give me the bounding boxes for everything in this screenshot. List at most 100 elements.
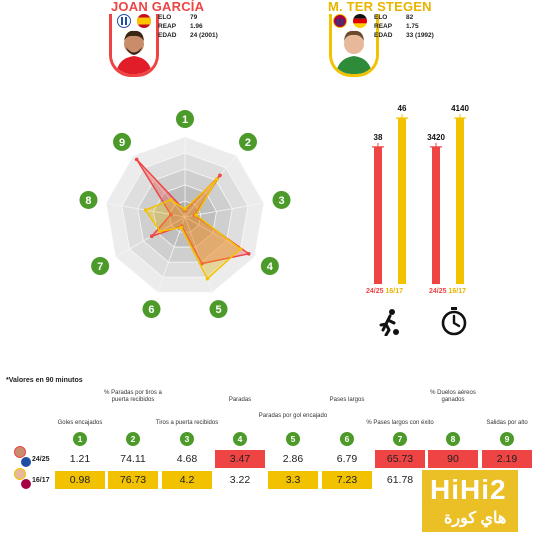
radar-axis-label-6: 6 [142, 300, 161, 319]
table-cell-1617-6: 7.23 [322, 471, 372, 489]
column-header-7: % Pases largos con éxito [366, 420, 434, 426]
table-cell-1617-4: 3.22 [229, 474, 251, 486]
player1-name: JOAN GARCÍA [111, 0, 205, 14]
edad-label: EDAD [158, 32, 177, 39]
svg-text:9: 9 [119, 137, 125, 149]
table-cell-1617-3: 4.2 [162, 471, 212, 489]
running-player-icon [376, 308, 402, 341]
watermark-line1: HiHi2 [430, 474, 507, 505]
row-label-2425: 24/25 [32, 456, 50, 463]
radar-point [149, 234, 154, 238]
reap-label: REAP [374, 23, 393, 30]
radar-axis-label-4: 4 [260, 257, 279, 275]
season-labels-matches: 24/25 16/17 [366, 288, 403, 295]
svg-text:8: 8 [85, 195, 91, 207]
bar-2-1 [432, 146, 440, 284]
table-cell-2425-6: 6.79 [336, 453, 358, 465]
radar-point [200, 261, 204, 266]
column-header-8: % Duelos aéreos ganados [430, 390, 476, 403]
column-header-3: Tiros a puerta recibidos [155, 420, 219, 426]
player1-stats: ELO 79 REAP 1.96 EDAD 24 (2001) [158, 13, 218, 40]
radar-point [168, 198, 173, 202]
radar-point [134, 157, 139, 162]
radar-axis-label-7: 7 [91, 257, 110, 275]
radar-point [238, 247, 243, 251]
table-cell-1617-2: 76.73 [108, 471, 158, 489]
elo-label: ELO [374, 14, 388, 21]
player1-edad: 24 (2001) [190, 32, 218, 39]
radar-series-2 [144, 178, 242, 280]
radar-point [205, 276, 210, 281]
svg-text:1: 1 [182, 114, 188, 126]
stopwatch-icon [440, 306, 468, 341]
column-number-9: 9 [500, 432, 514, 446]
column-header-9: Salidas por alto [486, 420, 528, 426]
table-cell-1617-1: 0.98 [55, 471, 105, 489]
player2-reap: 1.75 [406, 23, 419, 30]
svg-text:3: 3 [278, 195, 284, 207]
germany-flag-icon [353, 14, 367, 28]
row-label-1617: 16/17 [32, 477, 50, 484]
table-cell-2425-1: 1.21 [69, 453, 91, 465]
table-cell-2425-8: 90 [428, 450, 478, 468]
player2-edad: 33 (1992) [406, 32, 434, 39]
row2-crest-icon [20, 478, 32, 490]
bar-value-label: 38 [374, 133, 383, 142]
table-cell-2425-3: 4.68 [176, 453, 198, 465]
column-header-4: Paradas [228, 397, 252, 403]
edad-label: EDAD [374, 32, 393, 39]
watermark-line2: هاي كورة [444, 510, 507, 527]
season-p1-label: 24/25 [366, 288, 384, 295]
column-number-7: 7 [393, 432, 407, 446]
table-cell-2425-4: 3.47 [215, 450, 265, 468]
elo-label: ELO [158, 14, 172, 21]
table-cell-1617-7: 61.78 [386, 474, 414, 486]
column-number-3: 3 [180, 432, 194, 446]
radar-point [194, 213, 198, 217]
column-number-5: 5 [286, 432, 300, 446]
column-number-4: 4 [233, 432, 247, 446]
player2-stats: ELO 82 REAP 1.75 EDAD 33 (1992) [374, 13, 434, 40]
svg-text:4: 4 [267, 261, 274, 273]
table-cell-2425-7: 65.73 [375, 450, 425, 468]
column-number-8: 8 [446, 432, 460, 446]
column-number-6: 6 [340, 432, 354, 446]
row1-avatar-icon [14, 446, 26, 458]
season-p2-label: 16/17 [448, 288, 467, 295]
radar-axis-label-5: 5 [209, 300, 228, 319]
radar-spoke [157, 216, 186, 293]
season-labels-minutes: 24/25 16/17 [429, 288, 466, 295]
table-cell-2425-2: 74.11 [120, 453, 146, 465]
bar-2-2 [456, 118, 464, 284]
column-header-6: Pases largos [329, 397, 365, 403]
table-cell-2425-9: 2.19 [482, 450, 532, 468]
radar-axis-label-2: 2 [238, 132, 257, 151]
player1-elo: 79 [190, 14, 198, 21]
radar-point [215, 177, 219, 181]
column-header-5: Paradas por gol encajado [258, 413, 328, 419]
radar-point [246, 252, 251, 256]
player1-reap: 1.96 [190, 23, 203, 30]
bar-1-1 [374, 146, 382, 284]
column-header-1: Goles encajados [57, 420, 103, 426]
bar-value-label: 3420 [427, 133, 445, 142]
bar-charts: 38 46 3420 4140 [372, 104, 469, 284]
season-p2-label: 16/17 [385, 288, 404, 295]
radar-spoke [184, 155, 237, 218]
radar-point [158, 229, 162, 234]
spain-flag-icon [137, 14, 151, 28]
row1-crest-icon [20, 456, 32, 468]
table-cell-2425-5: 2.86 [282, 453, 304, 465]
player2-elo: 82 [406, 14, 414, 21]
radar-chart: 1 2 3 4 5 6 7 8 9 [79, 110, 291, 319]
radar-point [169, 212, 173, 217]
watermark-logo: HiHi2 هاي كورة [422, 470, 518, 532]
radar-point [179, 225, 183, 230]
row2-avatar-icon [14, 468, 26, 480]
season-p1-label: 24/25 [429, 288, 447, 295]
radar-spoke [184, 202, 264, 218]
radar-axis-label-9: 9 [113, 132, 132, 151]
column-number-1: 1 [73, 432, 87, 446]
svg-text:5: 5 [215, 304, 221, 316]
svg-text:6: 6 [148, 304, 154, 316]
